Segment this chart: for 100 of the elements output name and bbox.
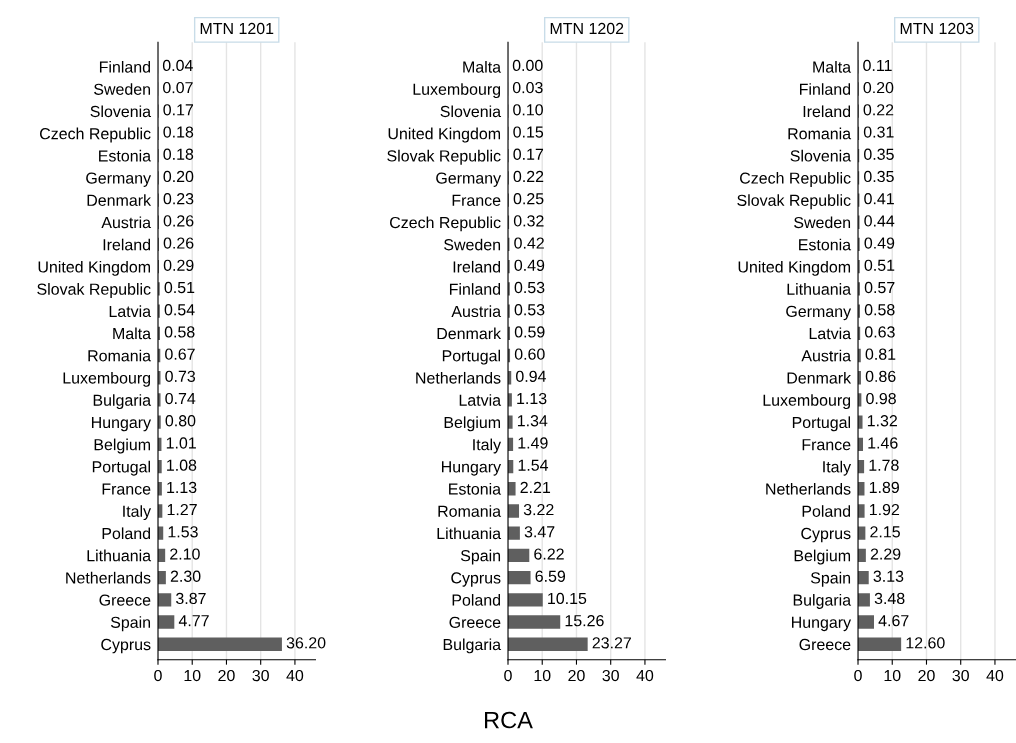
data-label: 0.53 [514, 281, 545, 294]
y-tick-label: Portugal [442, 349, 500, 365]
data-label: 1.46 [868, 437, 898, 449]
y-tick-label: Latvia [109, 305, 152, 318]
data-label: 0.86 [865, 370, 896, 383]
y-tick-label: Germany [786, 305, 852, 321]
y-tick-label: United Kingdom [388, 127, 501, 143]
y-tick-label: Hungary [91, 416, 152, 432]
y-tick-label: France [102, 483, 151, 495]
data-label: 0.07 [163, 81, 193, 94]
data-label: 1.13 [517, 392, 547, 405]
data-label: 2.15 [870, 526, 900, 538]
data-label: 0.51 [864, 259, 895, 271]
data-label: 0.81 [865, 348, 896, 360]
data-label: 0.57 [864, 281, 895, 294]
y-tick-label: Latvia [459, 394, 502, 406]
y-tick-label: Austria [451, 305, 502, 318]
data-label: 0.22 [513, 170, 544, 183]
data-label: 0.67 [165, 348, 195, 360]
y-tick-label: Estonia [99, 149, 152, 162]
data-label: 0.20 [163, 170, 194, 183]
data-label: 4.77 [178, 615, 209, 627]
data-label: 0.11 [863, 59, 892, 72]
data-label: 0.25 [513, 193, 544, 205]
data-label: 0.74 [165, 392, 196, 405]
data-label: 12.60 [906, 637, 945, 649]
data-label: 0.58 [164, 326, 195, 338]
y-tick-label: Italy [823, 460, 852, 476]
data-label: 0.94 [516, 370, 546, 383]
chart-title: MTN 1201 [200, 22, 274, 35]
y-tick-label: Bulgaria [93, 394, 152, 410]
x-tick-label: 10 [534, 669, 551, 682]
x-axis-title: RCA [485, 711, 533, 729]
data-label: 0.29 [163, 259, 194, 271]
y-tick-label: Slovak Republic [37, 283, 151, 298]
data-label: 0.22 [863, 104, 894, 116]
y-tick-label: Austria [101, 216, 152, 229]
y-tick-label: Denmark [437, 327, 502, 340]
y-tick-label: United Kingdom [38, 260, 150, 276]
x-tick-label: 0 [504, 669, 512, 682]
x-tick-label: 10 [884, 669, 901, 682]
data-label: 0.44 [864, 215, 895, 227]
data-label: 3.47 [524, 526, 555, 538]
data-label: 15.26 [565, 615, 604, 627]
data-label: 2.21 [520, 481, 551, 493]
data-label: 1.89 [869, 481, 899, 494]
y-tick-label: Ireland [453, 260, 501, 273]
data-label: 0.59 [514, 326, 545, 338]
x-tick-label: 30 [952, 669, 969, 682]
y-tick-label: Sweden [94, 83, 151, 95]
data-label: 0.26 [163, 215, 194, 227]
data-label: 0.60 [514, 348, 545, 360]
y-tick-label: Italy [123, 505, 152, 521]
data-label: 0.20 [863, 81, 894, 94]
data-label: 0.35 [864, 170, 894, 183]
y-tick-label: Greece [449, 616, 501, 628]
data-label: 0.32 [513, 215, 544, 227]
data-label: 3.22 [523, 503, 554, 516]
y-tick-label: Denmark [787, 371, 852, 384]
y-tick-label: Lithuania [87, 549, 152, 562]
data-label: 10.15 [548, 592, 587, 605]
data-label: 0.15 [513, 126, 544, 138]
x-tick-label: 40 [286, 669, 304, 682]
y-tick-label: Luxembourg [763, 394, 851, 410]
x-tick-label: 0 [154, 669, 162, 682]
y-tick-label: Austria [801, 349, 852, 362]
y-tick-label: Czech Republic [740, 172, 851, 187]
data-label: 23.27 [592, 637, 631, 649]
y-tick-label: Denmark [87, 194, 152, 206]
x-tick-label: 40 [986, 669, 1004, 682]
data-label: 0.17 [513, 148, 544, 160]
y-tick-label: Slovenia [440, 105, 502, 118]
data-label: 1.01 [166, 437, 196, 449]
y-tick-label: Latvia [809, 327, 852, 340]
y-tick-label: Belgium [444, 416, 500, 432]
y-tick-label: France [452, 194, 501, 206]
chart-title: MTN 1202 [550, 22, 624, 35]
y-tick-label: Ireland [803, 105, 851, 118]
y-tick-label: Malta [813, 60, 852, 73]
data-label: 3.87 [176, 592, 206, 605]
y-tick-label: Finland [449, 283, 501, 295]
y-tick-label: Luxembourg [63, 371, 151, 387]
y-tick-label: Czech Republic [40, 127, 151, 143]
y-tick-label: Lithuania [787, 283, 852, 295]
data-label: 0.98 [866, 392, 896, 405]
data-label: 0.63 [864, 326, 895, 338]
chart-title: MTN 1203 [900, 22, 974, 35]
y-tick-label: Cyprus [101, 638, 151, 654]
data-label: 2.29 [870, 548, 901, 560]
y-tick-label: Slovak Republic [387, 149, 501, 165]
x-tick-label: 20 [568, 669, 585, 682]
data-label: 1.78 [869, 459, 899, 471]
y-tick-label: United Kingdom [738, 260, 851, 276]
y-tick-label: Estonia [799, 238, 852, 251]
y-tick-label: Germany [86, 172, 152, 187]
y-tick-label: Poland [102, 527, 151, 540]
y-tick-label: Greece [99, 594, 151, 606]
y-tick-label: Poland [802, 505, 851, 517]
data-label: 1.92 [869, 503, 900, 516]
y-tick-label: Cyprus [451, 572, 501, 587]
